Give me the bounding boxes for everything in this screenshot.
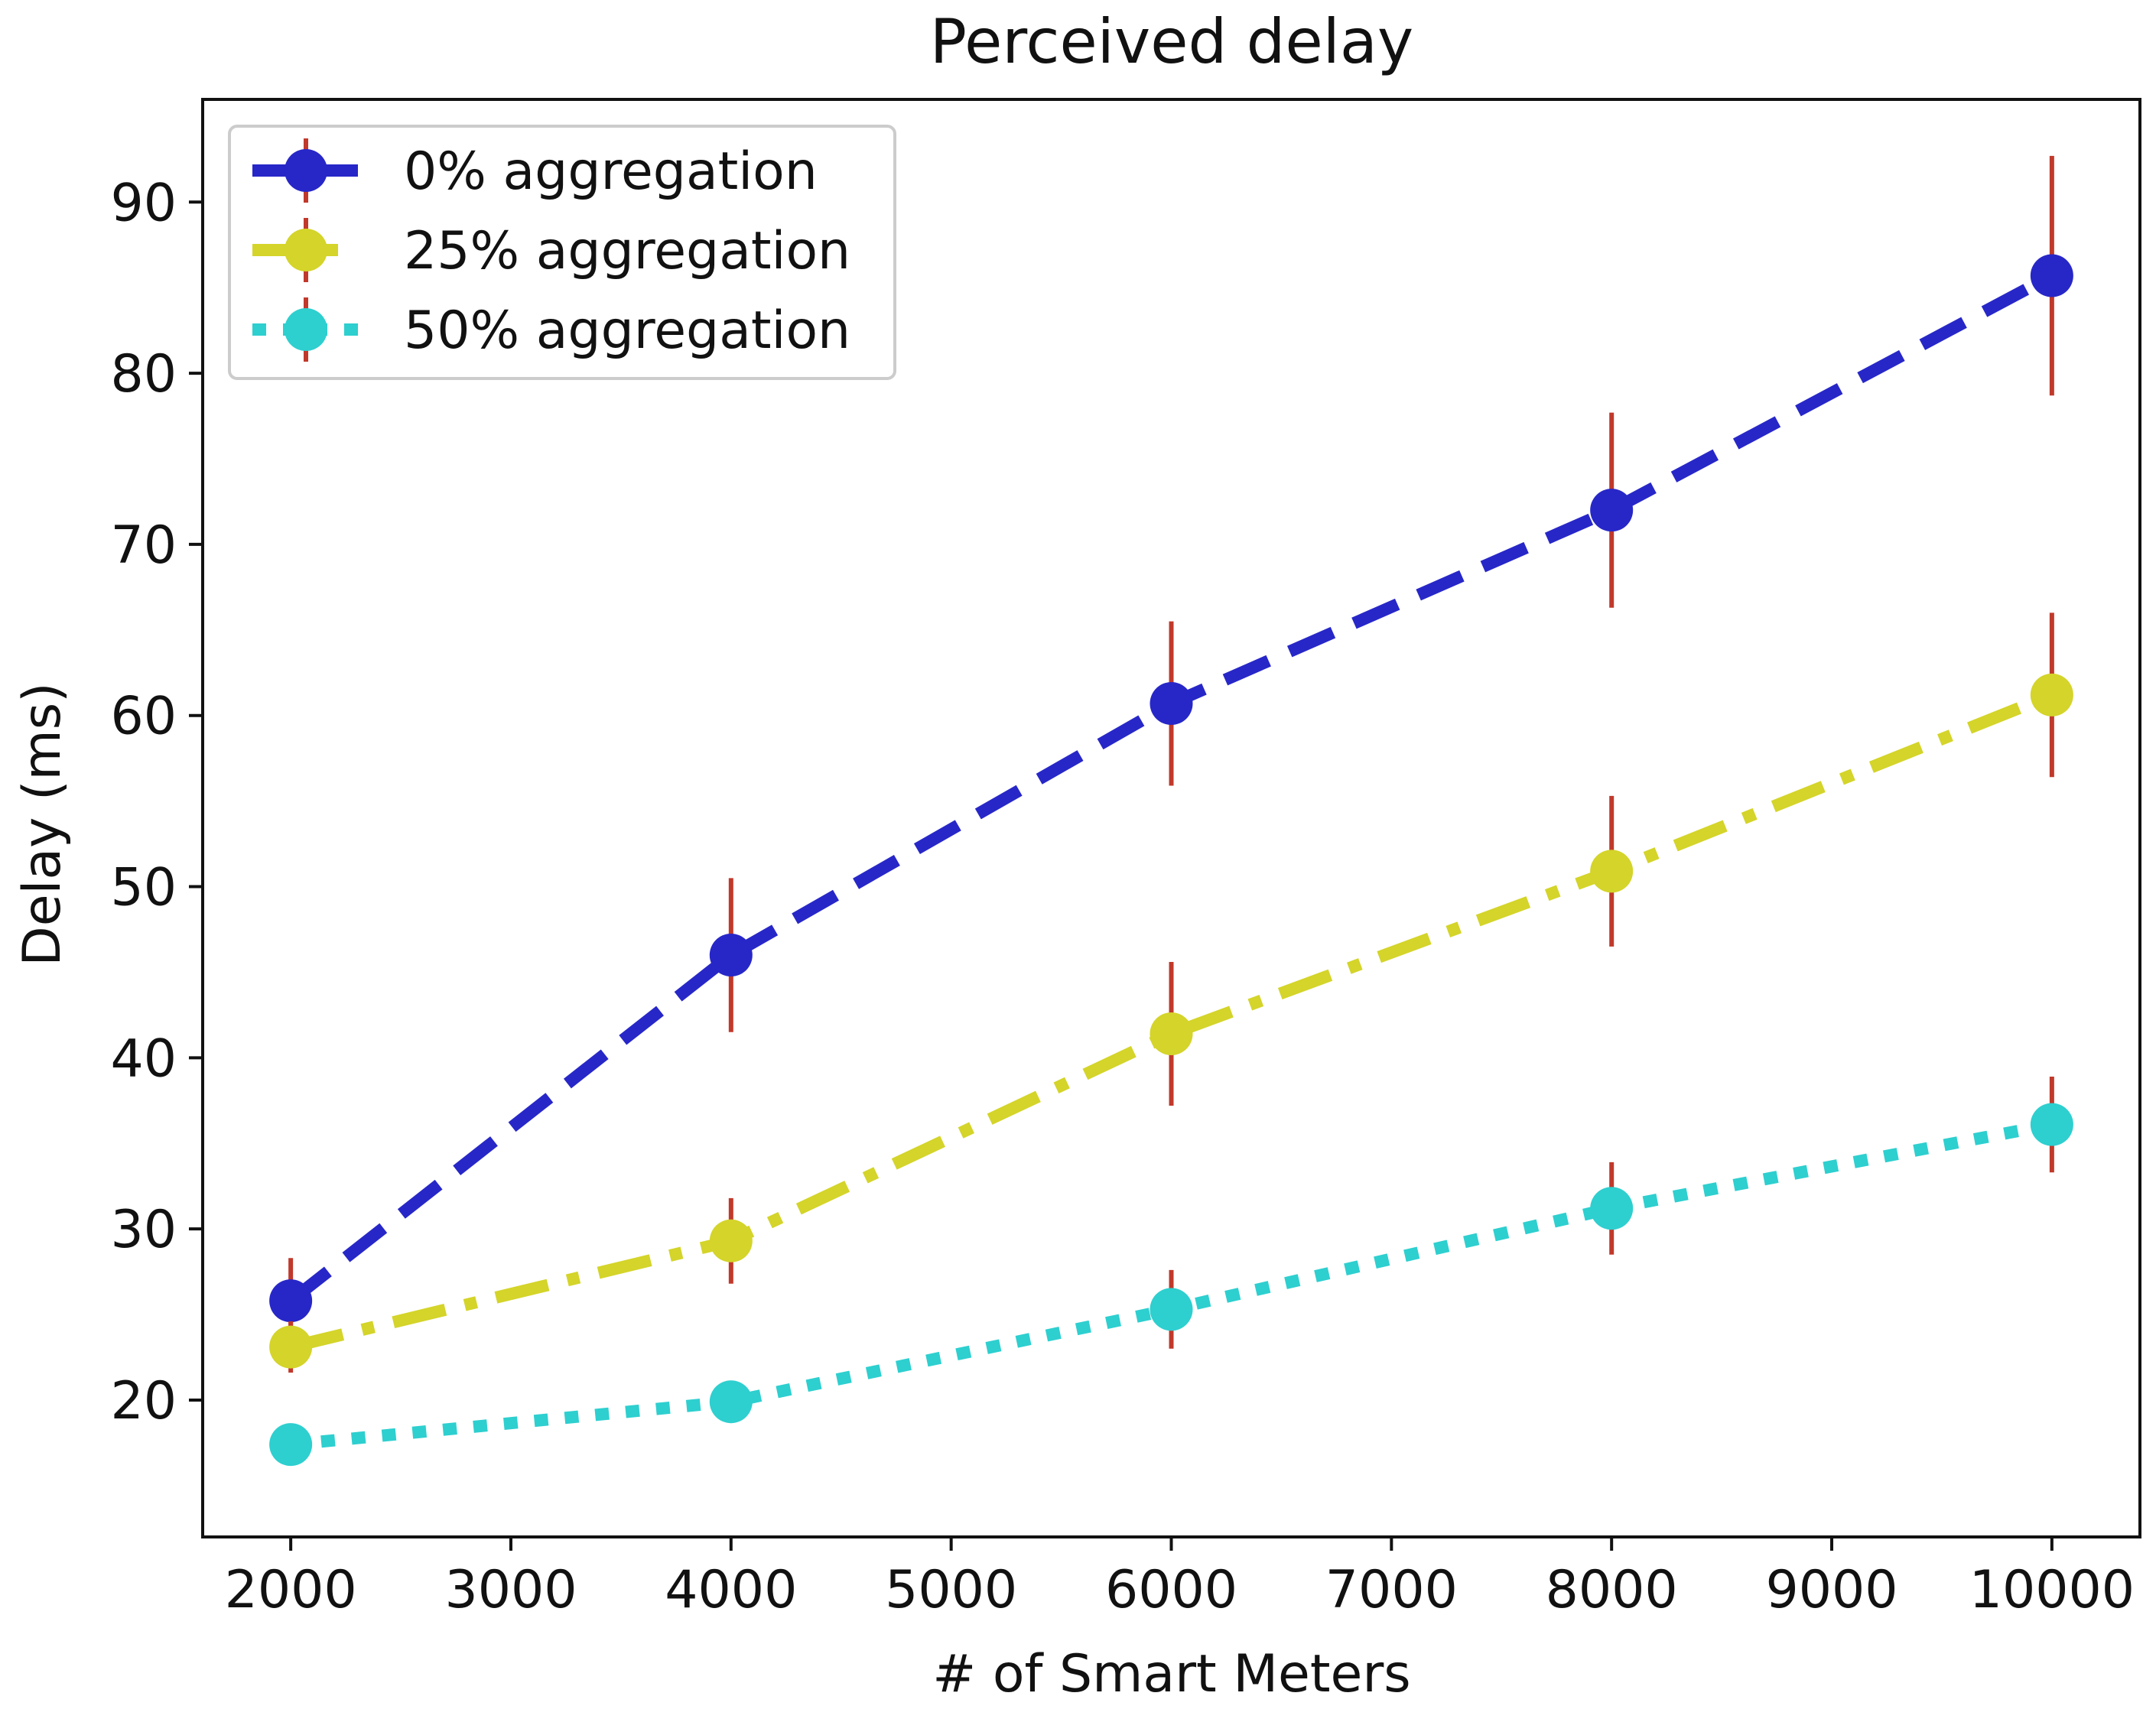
x-tick-label: 8000 xyxy=(1546,1560,1678,1620)
y-tick-label: 50 xyxy=(110,858,177,918)
data-point xyxy=(709,934,753,977)
data-point xyxy=(269,1325,313,1369)
legend-label: 50% aggregation xyxy=(404,301,850,361)
y-axis-label: Delay (ms) xyxy=(12,682,73,966)
legend-marker xyxy=(285,308,327,351)
x-tick-label: 10000 xyxy=(1969,1560,2135,1620)
data-point xyxy=(1590,850,1634,893)
x-tick-label: 2000 xyxy=(225,1560,357,1620)
data-point xyxy=(1590,489,1634,532)
data-point xyxy=(1150,1288,1193,1331)
legend: 0% aggregation 25% aggregation 50% aggrega… xyxy=(228,125,896,380)
data-point xyxy=(1590,1187,1634,1230)
legend-marker xyxy=(285,229,327,271)
series-2 xyxy=(269,612,2073,1373)
y-tick-label: 70 xyxy=(110,515,177,576)
x-tick-label: 7000 xyxy=(1325,1560,1458,1620)
x-tick-label: 4000 xyxy=(665,1560,797,1620)
series-layer xyxy=(269,155,2073,1467)
legend-marker xyxy=(285,149,327,192)
legend-item: 0% aggregation xyxy=(252,138,818,203)
data-point xyxy=(269,1423,313,1467)
data-point xyxy=(1150,1012,1193,1055)
chart-title: Perceived delay xyxy=(930,6,1414,77)
legend-item: 50% aggregation xyxy=(252,297,850,362)
y-tick-label: 20 xyxy=(110,1371,177,1431)
x-tick-label: 9000 xyxy=(1765,1560,1897,1620)
data-point xyxy=(2030,1103,2073,1146)
data-point xyxy=(269,1279,313,1323)
data-point xyxy=(2030,673,2073,716)
data-point xyxy=(709,1219,753,1262)
data-point xyxy=(709,1380,753,1424)
y-tick-label: 40 xyxy=(110,1028,177,1089)
y-tick-label: 60 xyxy=(110,687,177,747)
legend-label: 25% aggregation xyxy=(404,221,850,281)
data-point xyxy=(1150,682,1193,726)
series-3 xyxy=(269,1076,2073,1467)
legend-box xyxy=(228,125,896,380)
x-tick-label: 6000 xyxy=(1105,1560,1237,1620)
series-1 xyxy=(269,155,2073,1344)
legend-label: 0% aggregation xyxy=(404,141,818,202)
y-tick-label: 90 xyxy=(110,173,177,233)
x-tick-label: 3000 xyxy=(444,1560,577,1620)
x-tick-label: 5000 xyxy=(885,1560,1017,1620)
x-axis-label: # of Smart Meters xyxy=(932,1644,1410,1704)
axes: 2000 3000 4000 5000 6000 7000 8000 9000 10000 20 3… xyxy=(110,98,2141,1620)
legend-item: 25% aggregation xyxy=(252,218,850,282)
y-tick-label: 30 xyxy=(110,1200,177,1260)
plot-frame xyxy=(201,98,2141,1538)
y-tick-label: 80 xyxy=(110,344,177,405)
data-point xyxy=(2030,254,2073,297)
